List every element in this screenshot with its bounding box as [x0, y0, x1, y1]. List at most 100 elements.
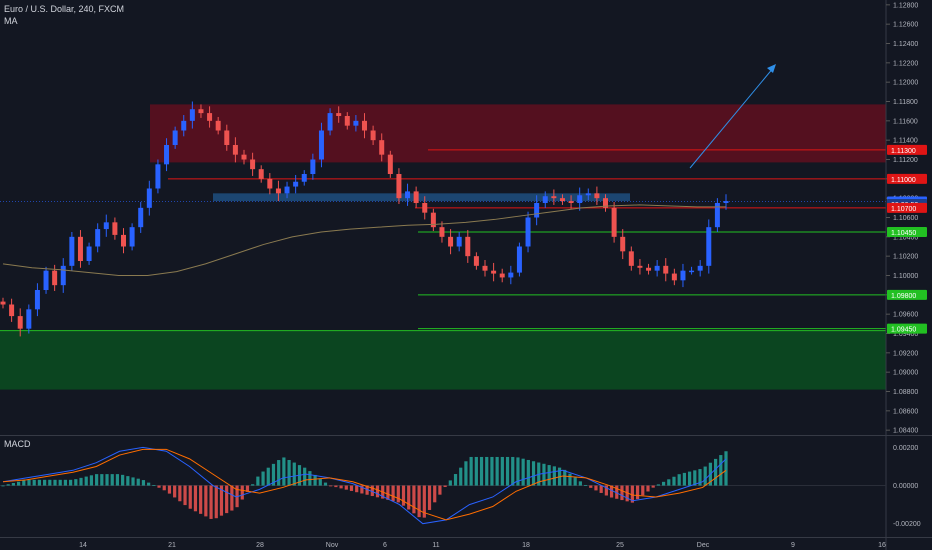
- candle-down[interactable]: [207, 113, 213, 121]
- candle-down[interactable]: [551, 196, 557, 199]
- candle-up[interactable]: [34, 290, 40, 310]
- candle-down[interactable]: [0, 301, 6, 305]
- macd-hist-up: [698, 469, 702, 486]
- candle-up[interactable]: [654, 265, 660, 271]
- candle-up[interactable]: [577, 195, 583, 203]
- macd-hist-up: [563, 469, 567, 486]
- candle-down[interactable]: [628, 251, 634, 266]
- candle-up[interactable]: [353, 120, 359, 126]
- candle-down[interactable]: [499, 273, 505, 278]
- price-tag-resistance[interactable]: [887, 202, 927, 213]
- candle-up[interactable]: [508, 272, 514, 278]
- candle-down[interactable]: [439, 227, 445, 237]
- candle-up[interactable]: [525, 217, 531, 247]
- candle-up[interactable]: [60, 265, 66, 286]
- candle-up[interactable]: [138, 207, 144, 228]
- candle-down[interactable]: [198, 109, 204, 114]
- candle-up[interactable]: [103, 222, 109, 230]
- candle-down[interactable]: [232, 145, 238, 155]
- candle-down[interactable]: [267, 178, 273, 189]
- candle-down[interactable]: [611, 207, 617, 237]
- price-tag-support[interactable]: [887, 227, 927, 237]
- candle-down[interactable]: [482, 265, 488, 271]
- candle-down[interactable]: [224, 130, 230, 146]
- candle-down[interactable]: [215, 120, 221, 131]
- candle-up[interactable]: [181, 120, 187, 131]
- candle-down[interactable]: [77, 236, 83, 261]
- candle-down[interactable]: [603, 198, 608, 208]
- candle-down[interactable]: [258, 169, 264, 179]
- candle-down[interactable]: [121, 234, 126, 247]
- candle-down[interactable]: [17, 316, 23, 329]
- candle-down[interactable]: [336, 113, 342, 116]
- candle-up[interactable]: [680, 270, 686, 281]
- candle-down[interactable]: [362, 120, 367, 131]
- macd-hist-up: [573, 477, 577, 486]
- candle-down[interactable]: [430, 212, 436, 228]
- candle-up[interactable]: [689, 270, 695, 273]
- candle-up[interactable]: [69, 236, 75, 266]
- candle-down[interactable]: [387, 154, 393, 174]
- candle-up[interactable]: [456, 236, 462, 247]
- macd-hist-up: [121, 474, 125, 486]
- candle-down[interactable]: [112, 222, 118, 235]
- candle-up[interactable]: [542, 196, 548, 203]
- candle-up[interactable]: [155, 164, 161, 189]
- candle-down[interactable]: [465, 236, 471, 257]
- candle-up[interactable]: [164, 145, 170, 165]
- candle-down[interactable]: [250, 159, 256, 170]
- candle-up[interactable]: [585, 193, 591, 196]
- price-tag-support[interactable]: [887, 289, 927, 300]
- price-tag-resistance[interactable]: [887, 144, 927, 155]
- candle-down[interactable]: [473, 256, 479, 266]
- candle-up[interactable]: [146, 188, 152, 208]
- candle-up[interactable]: [95, 229, 101, 247]
- candle-up[interactable]: [172, 130, 178, 146]
- price-tag-support[interactable]: [887, 323, 927, 334]
- price-tag-resistance[interactable]: [887, 173, 927, 184]
- candle-down[interactable]: [671, 273, 677, 281]
- candle-up[interactable]: [26, 309, 32, 329]
- candle-up[interactable]: [706, 227, 712, 266]
- candle-up[interactable]: [405, 191, 411, 199]
- candle-up[interactable]: [284, 186, 290, 194]
- candle-up[interactable]: [714, 203, 720, 228]
- candle-down[interactable]: [594, 193, 600, 199]
- candle-down[interactable]: [637, 265, 643, 268]
- candle-down[interactable]: [275, 188, 281, 194]
- candle-down[interactable]: [422, 203, 428, 213]
- macd-hist-down: [355, 485, 359, 493]
- macd-hist-up: [126, 476, 130, 486]
- candle-down[interactable]: [344, 116, 350, 126]
- candle-up[interactable]: [43, 270, 49, 290]
- candle-up[interactable]: [129, 227, 135, 247]
- candle-down[interactable]: [491, 270, 497, 274]
- candle-down[interactable]: [663, 265, 669, 274]
- candle-up[interactable]: [86, 246, 92, 262]
- price-tag-label: 1.10450: [891, 230, 916, 237]
- candle-down[interactable]: [568, 201, 574, 203]
- candle-up[interactable]: [293, 181, 299, 187]
- candle-down[interactable]: [396, 174, 402, 199]
- candle-down[interactable]: [379, 140, 385, 155]
- candle-down[interactable]: [52, 270, 58, 286]
- candle-up[interactable]: [301, 174, 307, 182]
- candle-up[interactable]: [534, 203, 540, 218]
- candle-down[interactable]: [646, 267, 652, 271]
- candle-down[interactable]: [620, 236, 626, 252]
- candle-up[interactable]: [189, 109, 195, 121]
- candle-down[interactable]: [559, 198, 565, 202]
- candle-down[interactable]: [9, 304, 15, 317]
- candle-down[interactable]: [370, 130, 376, 141]
- candle-up[interactable]: [723, 201, 729, 203]
- candle-up[interactable]: [327, 113, 333, 131]
- candle-up[interactable]: [697, 265, 703, 271]
- candle-up[interactable]: [516, 246, 522, 273]
- candle-down[interactable]: [413, 191, 419, 203]
- macd-hist-down: [199, 485, 203, 514]
- candle-down[interactable]: [448, 236, 454, 247]
- candle-down[interactable]: [241, 154, 247, 160]
- candle-up[interactable]: [318, 130, 324, 160]
- candle-up[interactable]: [310, 159, 316, 175]
